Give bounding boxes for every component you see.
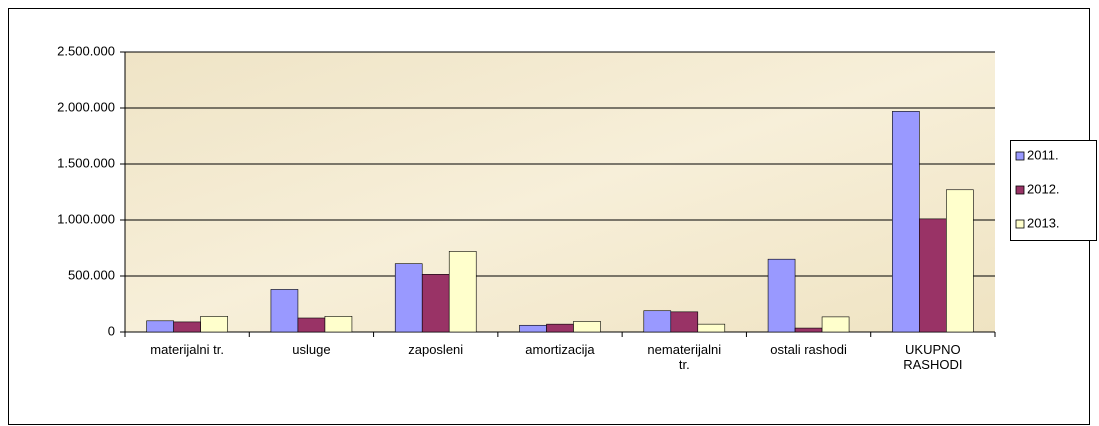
y-tick-label: 2.000.000 — [57, 99, 115, 114]
x-tick-label-box: zaposleni — [408, 342, 464, 357]
bar — [270, 289, 299, 333]
y-tick-label: 2.500.000 — [57, 43, 115, 58]
legend-box — [1010, 140, 1097, 241]
bar — [324, 316, 353, 333]
bar — [767, 258, 796, 333]
bar — [200, 316, 228, 333]
y-tick-label: 1.000.000 — [57, 211, 115, 226]
plot-area — [125, 52, 995, 332]
bar — [643, 310, 672, 333]
bar — [697, 323, 726, 333]
x-tick-label-box: usluge — [292, 342, 331, 357]
x-tick-label: nematerijalni tr. — [647, 342, 722, 372]
x-tick-label: usluge — [292, 342, 331, 357]
bar — [573, 321, 601, 333]
x-tick-label-box: amortizacija — [525, 342, 595, 357]
bar — [394, 263, 423, 333]
legend-swatch — [1015, 185, 1025, 195]
bar — [892, 111, 920, 333]
legend-label: 2012. — [1027, 181, 1060, 196]
x-tick-label: amortizacija — [525, 342, 595, 357]
bar — [146, 320, 174, 333]
x-tick-label-box: UKUPNO RASHODI — [903, 342, 963, 372]
bar — [421, 274, 450, 333]
bar — [173, 321, 201, 333]
y-tick-label: 500.000 — [68, 267, 115, 282]
bar — [519, 324, 547, 333]
x-tick-label: materijalni tr. — [150, 342, 224, 357]
bar — [946, 189, 974, 333]
x-tick-label: ostali rashodi — [770, 342, 847, 357]
bar — [919, 218, 947, 333]
legend-label: 2013. — [1027, 215, 1060, 230]
x-tick-label-box: ostali rashodi — [770, 342, 847, 357]
bar — [546, 323, 574, 333]
x-tick-label-box: materijalni tr. — [150, 342, 224, 357]
bar — [670, 311, 699, 333]
legend-label: 2011. — [1027, 147, 1059, 162]
x-tick-label: zaposleni — [408, 342, 464, 357]
legend-swatch — [1015, 151, 1025, 161]
y-tick-label: 0 — [108, 323, 115, 338]
y-tick-label: 1.500.000 — [57, 155, 115, 170]
x-tick-label-box: nematerijalni tr. — [647, 342, 722, 372]
bar — [794, 327, 823, 333]
bar — [297, 317, 326, 333]
bar — [448, 251, 477, 333]
bar — [821, 316, 850, 333]
x-tick-label: UKUPNO RASHODI — [903, 342, 963, 372]
legend-swatch — [1015, 219, 1025, 229]
